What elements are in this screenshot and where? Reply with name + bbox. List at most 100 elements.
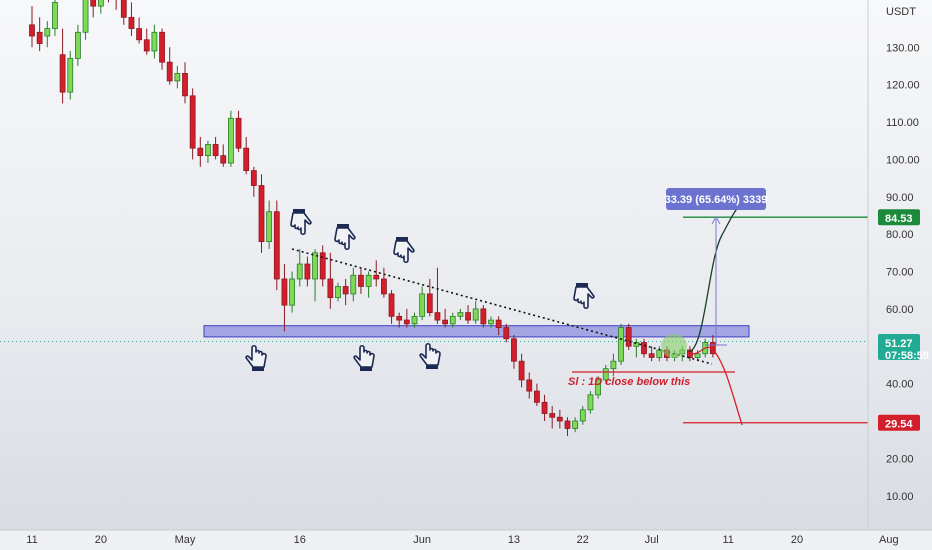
candle [44,21,51,48]
candle [411,312,418,328]
price-tag-text: 84.53 [885,213,913,225]
candle [495,316,502,336]
candle-body [564,420,571,429]
candle [115,0,117,10]
hand-shape [245,344,267,368]
candle [243,136,250,175]
candle [151,24,158,59]
candle [633,338,640,358]
price-tag-bg [878,334,920,360]
candle-body [97,0,104,7]
candle [380,267,387,298]
price-tick-label: 60.00 [886,304,914,316]
candle-body [59,54,66,93]
pointing-hand-icon [353,344,375,371]
candle-body [541,401,548,414]
candle-body [549,413,556,418]
candle-body [534,390,540,403]
candle [373,260,380,287]
candle [518,353,525,388]
candle-body [556,416,563,422]
candle-body [625,327,632,347]
candle [220,144,227,167]
candle-body [227,117,234,164]
time-tick-label: Aug [879,534,899,546]
candle [602,364,609,384]
candle-body [182,73,188,97]
candle-body [205,144,211,157]
candle [289,271,296,313]
candle-body [572,420,579,429]
candle-body [212,144,219,157]
candle-body [465,312,471,321]
hand-cuff [396,237,408,241]
candle [449,312,456,328]
bullish-projection-path [687,204,741,353]
time-tick-label: May [175,534,196,546]
candle-body [358,274,364,287]
candle [625,323,632,350]
candle-body [610,360,617,370]
candle-body [52,2,58,29]
time-tick-label: Jul [645,534,659,546]
candle [90,0,97,18]
candle-body [388,293,395,317]
candle-body [480,308,487,325]
bearish-projection-path [687,346,743,426]
price-tick-label: 120.00 [886,80,920,92]
candle [610,353,617,377]
time-tick-label: 11 [722,534,733,546]
candle [365,271,372,298]
candle [258,174,265,253]
candle [266,200,273,250]
hand-cuff [426,365,438,369]
candle-body [656,349,663,358]
candle [709,335,716,358]
candle-body [434,312,441,321]
candle-body [641,342,647,355]
candle [656,346,663,362]
candle-body [602,368,609,381]
hand-shape [290,212,312,236]
candle-body [36,31,43,44]
candle [281,264,288,332]
candle-body [44,28,51,37]
candle [335,282,341,302]
candle-body [373,274,380,280]
candle [579,406,586,425]
pointing-hand-icon [393,237,415,264]
hand-cuff [252,367,264,371]
time-tick-label: 22 [577,534,589,546]
price-tag-text: 29.54 [885,419,913,431]
candle-body [120,0,127,18]
hand-shape [573,286,595,310]
hand-shape [353,344,375,368]
time-tick-label: 20 [95,534,107,546]
candle [82,0,89,40]
hand-cuff [337,224,349,228]
candle [205,140,211,164]
candle-body [526,379,533,392]
candle-body [250,170,257,186]
candle-body [143,39,150,52]
candle [457,308,464,321]
price-tick-label: 110.00 [886,117,919,129]
time-tick-label: 20 [791,534,803,546]
candle [319,245,326,287]
price-tag-text: 51.27 [885,338,913,350]
candle [641,338,647,358]
candle-body [296,263,303,280]
time-tick-label: 13 [508,534,520,546]
candle [120,0,127,25]
candle [227,110,234,167]
price-tick-label: 80.00 [886,229,914,241]
candle [97,0,104,14]
price-tick-label: 130.00 [886,42,920,54]
candle [273,200,280,291]
candle-body [518,360,525,381]
price-tick-label: 40.00 [886,379,914,391]
candle [434,267,441,324]
candle-body [511,338,517,362]
